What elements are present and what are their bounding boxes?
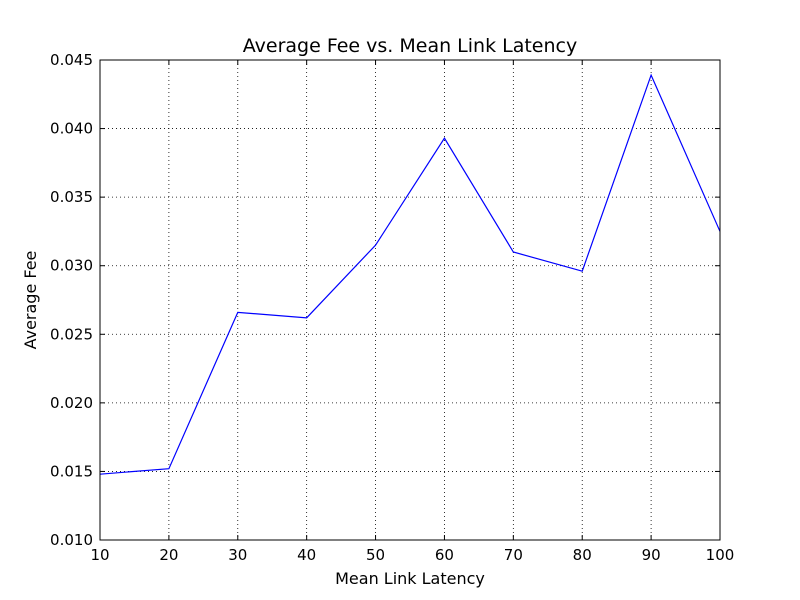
x-tick-label: 40 (297, 546, 316, 564)
y-tick-label: 0.045 (50, 51, 93, 69)
x-tick-label: 50 (366, 546, 385, 564)
y-axis-title: Average Fee (21, 251, 40, 350)
y-tick-label: 0.010 (50, 531, 93, 549)
x-tick-label: 80 (573, 546, 592, 564)
y-tick-label: 0.040 (50, 120, 93, 138)
x-tick-label: 10 (90, 546, 109, 564)
x-tick-label: 70 (504, 546, 523, 564)
y-tick-label: 0.015 (50, 462, 93, 480)
x-tick-labels: 10 20 30 40 50 60 70 80 90 100 (90, 546, 734, 564)
x-tick-label: 90 (642, 546, 661, 564)
y-tick-label: 0.030 (50, 257, 93, 275)
series-line-0 (99, 73, 721, 475)
y-tick-label: 0.025 (50, 325, 93, 343)
y-tick-label: 0.035 (50, 188, 93, 206)
series-layer (99, 73, 721, 475)
y-tick-labels: 0.010 0.015 0.020 0.025 0.030 0.035 0.040 0.045 (50, 51, 93, 549)
chart-title: Average Fee vs. Mean Link Latency (243, 35, 577, 57)
x-tick-label: 60 (435, 546, 454, 564)
x-tick-label: 100 (706, 546, 735, 564)
plot-frame (99, 59, 721, 541)
x-tick-label: 30 (228, 546, 247, 564)
y-tick-label: 0.020 (50, 394, 93, 412)
x-tick-label: 20 (159, 546, 178, 564)
x-axis-title: Mean Link Latency (335, 569, 485, 588)
